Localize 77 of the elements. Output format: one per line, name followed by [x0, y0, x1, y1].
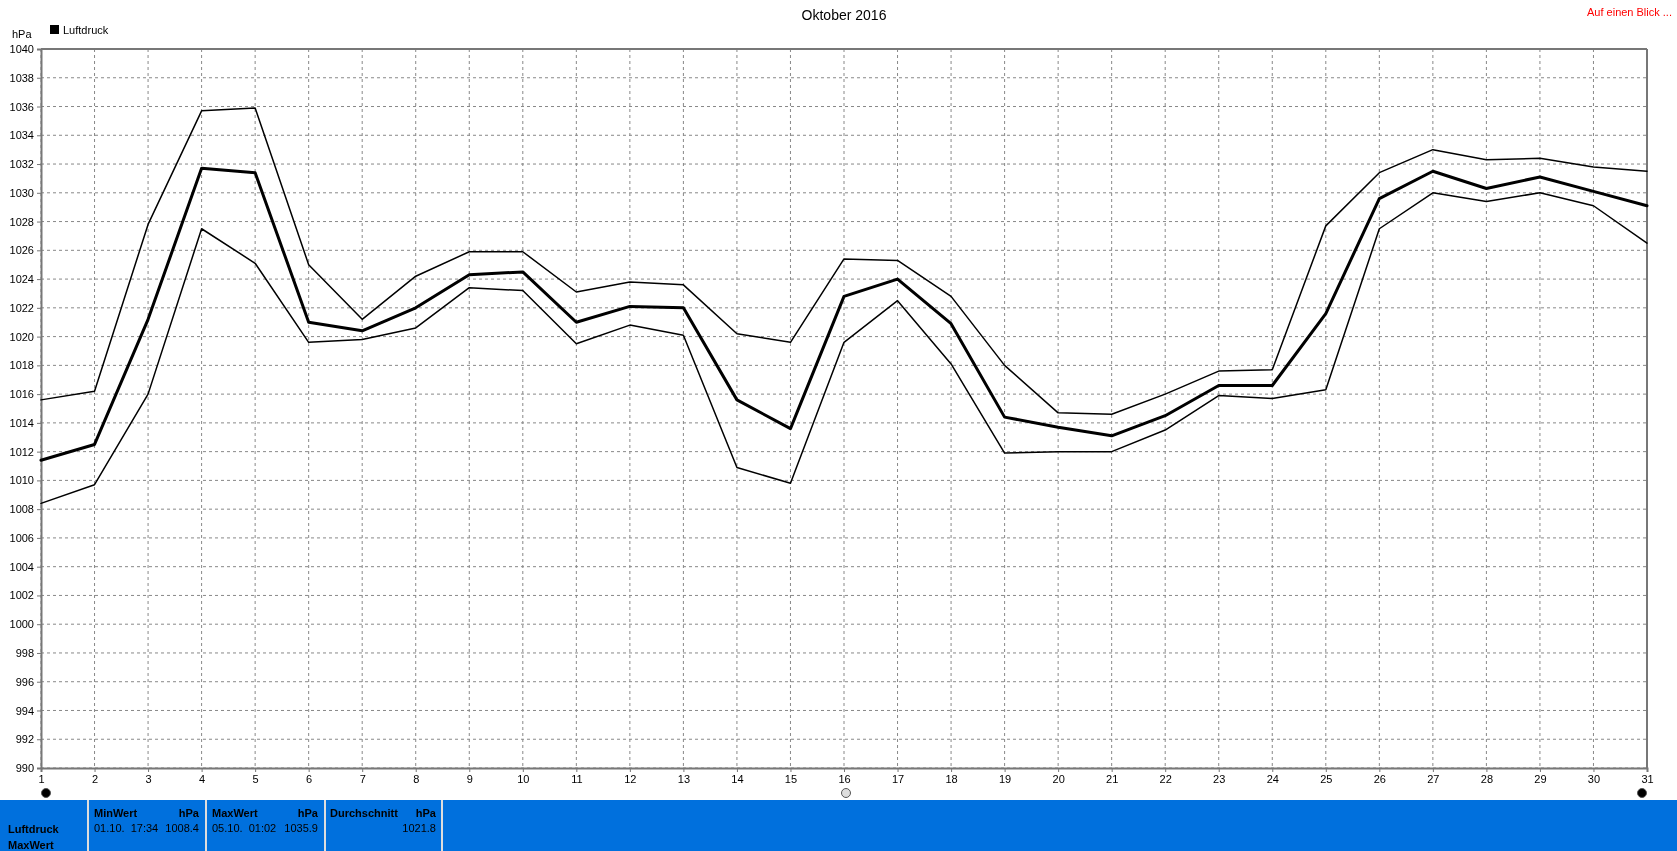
- y-tick-label: 994: [15, 704, 34, 717]
- x-tick-label: 31: [1641, 772, 1654, 785]
- text: 1021.8: [402, 822, 436, 834]
- text: Auf einen Blick ...: [1587, 6, 1672, 18]
- chart-title: Oktober 2016: [801, 7, 887, 23]
- y-tick-label: 1030: [9, 186, 34, 199]
- y-tick-label: 1016: [9, 388, 34, 401]
- y-tick-label: 1022: [9, 301, 34, 314]
- x-tick-label: 16: [838, 772, 851, 785]
- y-tick-label: 992: [15, 733, 34, 746]
- text: MaxWert: [8, 839, 54, 851]
- x-tick-label: 10: [517, 772, 530, 785]
- x-tick-label: 17: [891, 772, 905, 785]
- x-tick-label: 23: [1213, 772, 1226, 785]
- x-tick-label: 9: [466, 772, 473, 785]
- x-tick-label: 29: [1534, 772, 1547, 785]
- x-tick-label: 24: [1266, 772, 1279, 785]
- y-tick-label: 998: [15, 646, 34, 659]
- y-tick-label: 1002: [9, 589, 34, 602]
- x-tick-label: 18: [945, 772, 958, 785]
- y-axis-title: hPa: [12, 28, 33, 40]
- x-tick-label: 30: [1587, 772, 1601, 785]
- text: hPa: [415, 807, 437, 819]
- x-tick-label: 3: [145, 772, 152, 785]
- x-tick-label: 13: [677, 772, 691, 785]
- y-tick-label: 990: [15, 762, 34, 775]
- line-series: [40, 107, 1648, 415]
- x-tick-label: 11: [571, 772, 583, 785]
- y-tick-label: 1006: [9, 531, 34, 544]
- y-tick-label: 1020: [9, 330, 34, 343]
- x-tick-label: 12: [624, 772, 637, 785]
- y-tick-label: 1018: [9, 359, 34, 372]
- text: 1008.4: [165, 822, 199, 834]
- y-tick-label: 1000: [9, 618, 34, 631]
- y-tick-label: 1026: [9, 244, 34, 257]
- legend-label: Luftdruck: [63, 24, 109, 36]
- x-tick-label: 28: [1480, 772, 1494, 785]
- x-tick-label: 15: [784, 772, 798, 785]
- text: MaxWert: [212, 807, 258, 819]
- text: hPa: [178, 807, 200, 819]
- x-tick-label: 6: [306, 772, 313, 785]
- x-tick-label: 19: [998, 772, 1012, 785]
- text: Durchschnitt: [330, 807, 399, 819]
- y-tick-label: 1012: [9, 445, 34, 458]
- y-tick-label: 1040: [9, 43, 34, 56]
- y-tick-label: 1028: [9, 215, 34, 228]
- text: Luftdruck: [8, 823, 60, 835]
- y-tick-label: 1034: [9, 129, 34, 142]
- text: 01.10. 17:34: [94, 822, 159, 834]
- text: MinWert: [94, 807, 138, 819]
- x-tick-label: 26: [1373, 772, 1386, 785]
- y-tick-label: 996: [15, 675, 34, 688]
- y-tick-label: 1032: [9, 158, 34, 171]
- x-tick-label: 5: [252, 772, 259, 785]
- x-tick-label: 14: [731, 772, 744, 785]
- text: hPa: [297, 807, 319, 819]
- x-tick-label: 25: [1320, 772, 1333, 785]
- y-tick-label: 1004: [9, 560, 34, 573]
- y-tick-label: 1010: [9, 474, 34, 487]
- x-tick-label: 8: [413, 772, 420, 785]
- x-tick-label: 7: [359, 772, 366, 785]
- line-series: [39, 166, 1649, 462]
- text: 05.10. 01:02: [212, 822, 277, 834]
- y-tick-label: 1038: [9, 71, 34, 84]
- x-tick-label: 1: [38, 772, 45, 785]
- x-tick-label: 27: [1427, 772, 1440, 785]
- x-tick-label: 21: [1106, 772, 1119, 785]
- y-tick-label: 1008: [9, 503, 34, 516]
- y-tick-label: 1014: [9, 416, 34, 429]
- text: 1035.9: [284, 822, 318, 834]
- x-tick-label: 20: [1052, 772, 1065, 785]
- x-tick-label: 22: [1159, 772, 1172, 785]
- x-tick-label: 2: [91, 772, 99, 785]
- y-tick-label: 1036: [9, 100, 34, 113]
- x-tick-label: 4: [199, 772, 206, 785]
- y-tick-label: 1024: [9, 273, 34, 286]
- line-series: [40, 192, 1648, 505]
